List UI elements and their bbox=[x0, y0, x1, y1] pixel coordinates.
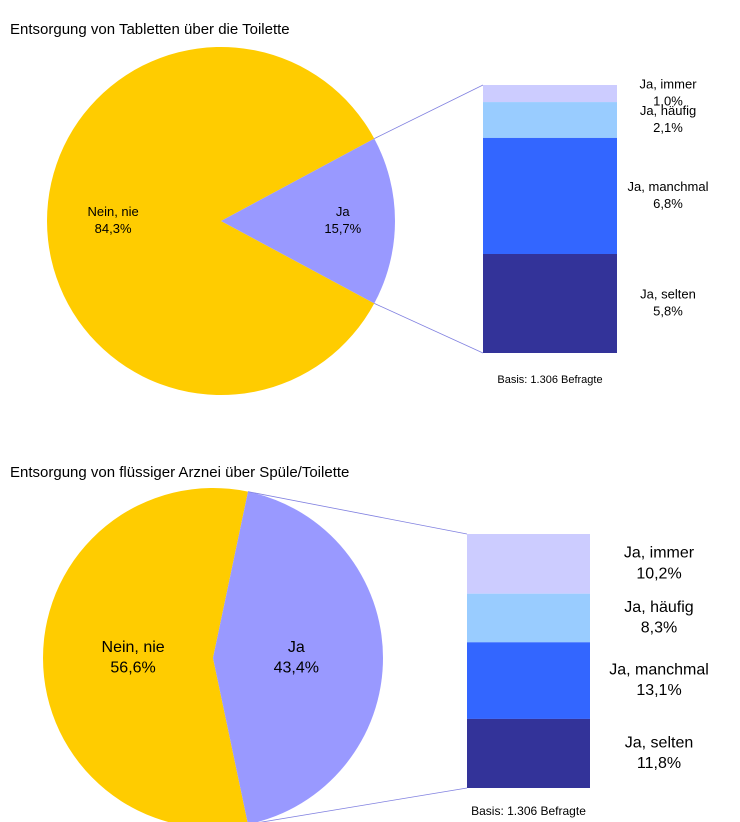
pie-slice bbox=[47, 46, 375, 395]
bar-segment bbox=[483, 85, 617, 103]
connector bbox=[247, 491, 468, 535]
pie-slice bbox=[221, 138, 395, 304]
segment-value: 8,3% bbox=[641, 620, 677, 637]
slice-value: 56,6% bbox=[110, 660, 155, 677]
segment-value: 6,8% bbox=[653, 196, 683, 211]
segment-value: 11,8% bbox=[637, 755, 681, 772]
slice-label: Ja bbox=[336, 204, 351, 219]
segment-label: Ja, häufig bbox=[640, 103, 696, 118]
chart-title: Entsorgung von flüssiger Arznei über Spü… bbox=[10, 464, 349, 481]
chart-title: Entsorgung von Tabletten über die Toilet… bbox=[10, 21, 290, 38]
slice-label: Nein, nie bbox=[87, 204, 138, 219]
bar-segment bbox=[467, 642, 590, 719]
note: Basis: 1.306 Befragte bbox=[471, 804, 586, 818]
slice-value: 15,7% bbox=[324, 221, 361, 236]
connector bbox=[374, 84, 484, 139]
pie-slice bbox=[43, 488, 248, 822]
segment-value: 5,8% bbox=[653, 303, 683, 318]
bar-segment bbox=[467, 718, 590, 788]
bar-segment bbox=[483, 253, 617, 353]
segment-value: 2,1% bbox=[653, 120, 683, 135]
connector bbox=[374, 303, 484, 354]
pie-slice bbox=[213, 491, 383, 822]
segment-label: Ja, immer bbox=[624, 545, 695, 562]
note: Basis: 1.306 Befragte bbox=[497, 374, 602, 386]
segment-label: Ja, manchmal bbox=[609, 661, 709, 678]
segment-label: Ja, manchmal bbox=[628, 179, 709, 194]
segment-value: 10,2% bbox=[636, 565, 681, 582]
slice-label: Ja bbox=[288, 639, 305, 656]
segment-value: 13,1% bbox=[636, 682, 681, 699]
slice-value: 43,4% bbox=[274, 660, 319, 677]
slice-value: 84,3% bbox=[95, 221, 132, 236]
segment-label: Ja, selten bbox=[625, 734, 693, 751]
bar-segment bbox=[467, 593, 590, 643]
segment-label: Ja, häufig bbox=[624, 599, 693, 616]
bar-segment bbox=[483, 102, 617, 138]
connector bbox=[259, 787, 468, 822]
bar-segment bbox=[483, 137, 617, 254]
bar-segment bbox=[467, 534, 590, 594]
segment-value: 1,0% bbox=[653, 93, 683, 108]
slice-label: Nein, nie bbox=[102, 639, 165, 656]
segment-label: Ja, selten bbox=[640, 286, 696, 301]
segment-label: Ja, immer bbox=[639, 77, 697, 92]
